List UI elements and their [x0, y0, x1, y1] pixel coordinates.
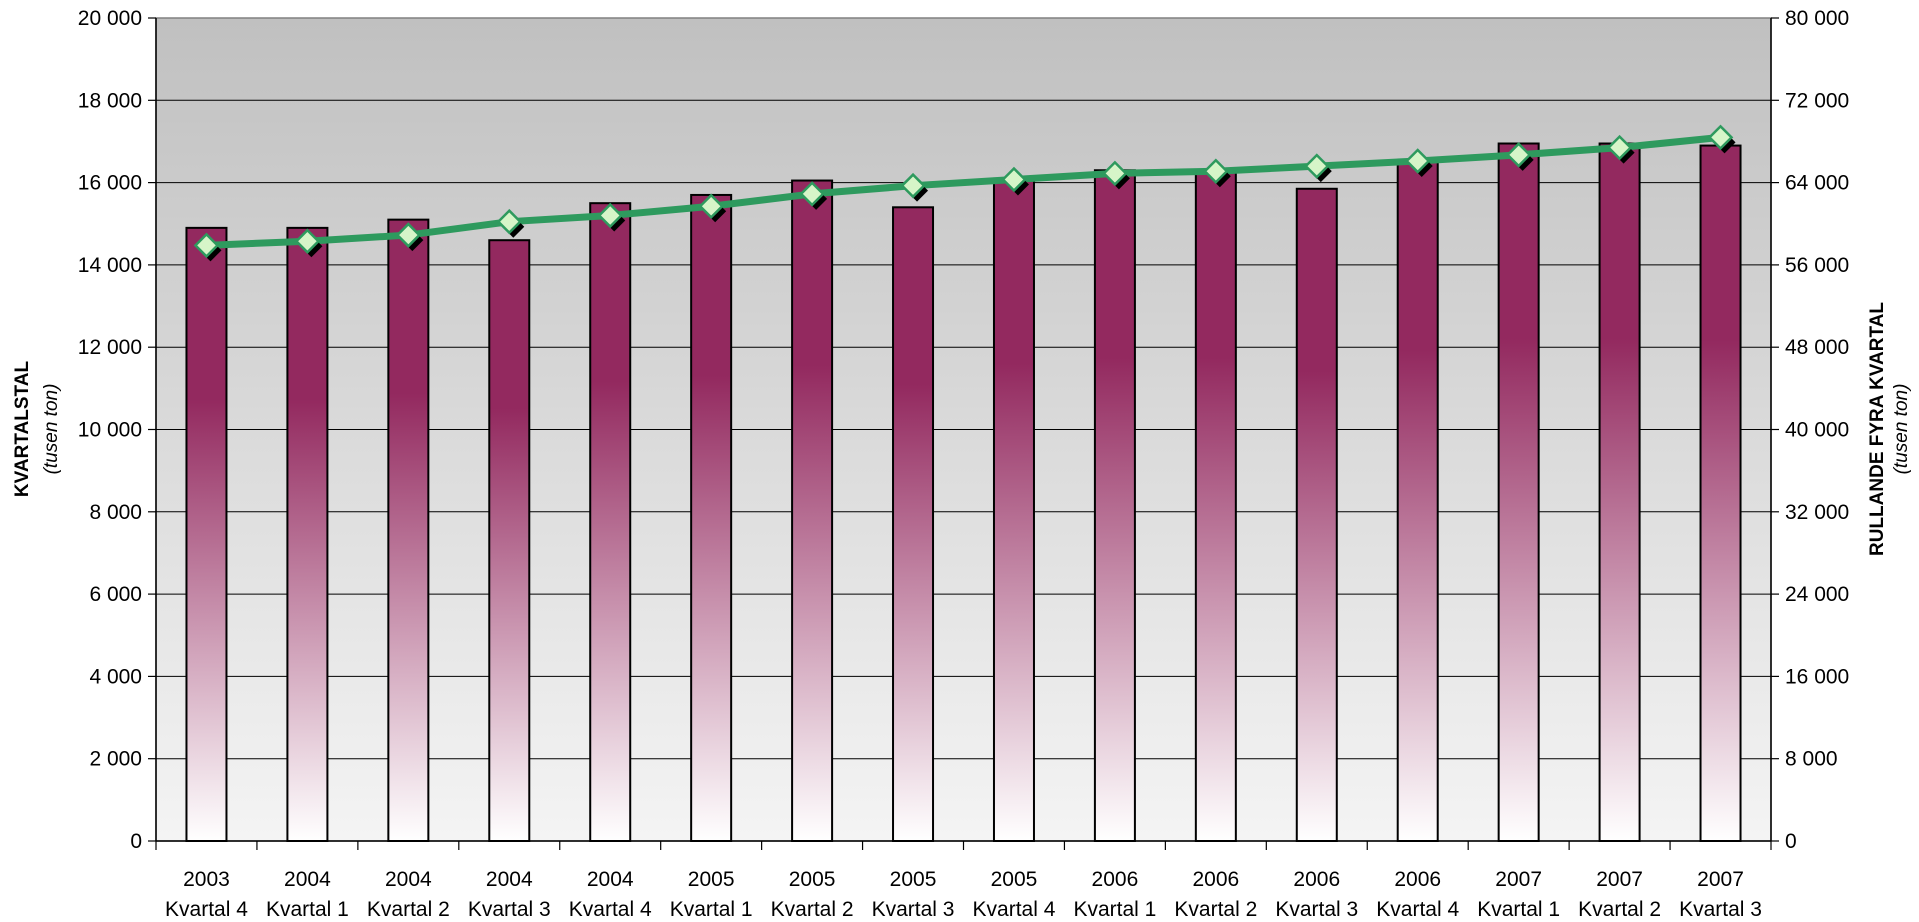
x-tick-label-year: 2005: [991, 868, 1038, 891]
y-left-tick-label: 20 000: [78, 7, 142, 30]
x-tick-label-quarter: Kvartal 1: [1073, 898, 1156, 921]
x-tick-label-year: 2004: [587, 868, 634, 891]
y-left-tick-label: 2 000: [89, 748, 142, 771]
y-right-tick-label: 16 000: [1785, 665, 1849, 688]
x-tick-label-quarter: Kvartal 2: [367, 898, 450, 921]
y-right-tick-label: 8 000: [1785, 748, 1838, 771]
y-left-tick-label: 12 000: [78, 336, 142, 359]
x-tick-label-year: 2007: [1495, 868, 1542, 891]
x-tick-label-year: 2005: [789, 868, 836, 891]
line-marker: [1001, 166, 1027, 193]
x-tick-label-year: 2005: [688, 868, 735, 891]
x-tick-label-year: 2004: [284, 868, 331, 891]
line-series: [193, 124, 1736, 262]
bar: [690, 193, 733, 842]
x-tick-label-year: 2004: [385, 868, 432, 891]
bar: [892, 206, 935, 843]
x-tick-label-year: 2003: [183, 868, 230, 891]
line-marker: [1203, 158, 1229, 185]
line-marker: [1304, 153, 1330, 179]
line-marker: [1505, 142, 1532, 168]
y-right-tick-label: 32 000: [1785, 501, 1849, 524]
line-marker: [1404, 148, 1431, 174]
x-tick-label-quarter: Kvartal 4: [165, 898, 248, 921]
y-right-title: RULLANDE FYRA KVARTAL: [1867, 302, 1888, 556]
series-line: [206, 133, 1721, 249]
line-marker: [1606, 134, 1633, 161]
x-tick-label-quarter: Kvartal 4: [569, 898, 652, 921]
x-tick-label-quarter: Kvartal 4: [973, 898, 1056, 921]
y-right-tick-label: 64 000: [1785, 172, 1849, 195]
bar: [488, 239, 531, 842]
y-left-tick-label: 4 000: [89, 665, 142, 688]
line-marker: [1102, 160, 1128, 187]
x-tick-label-quarter: Kvartal 3: [872, 898, 955, 921]
y-right-tick-label: 80 000: [1785, 7, 1849, 30]
y-left-tick-label: 0: [130, 830, 142, 853]
bar: [791, 179, 834, 843]
bar: [1497, 142, 1540, 842]
x-tick-label-quarter: Kvartal 3: [1679, 898, 1762, 921]
x-tick-label-quarter: Kvartal 4: [1376, 898, 1459, 921]
bar: [1699, 144, 1742, 842]
y-right-tick-label: 40 000: [1785, 419, 1849, 442]
y-left-tick-label: 10 000: [78, 419, 142, 442]
line-marker: [698, 193, 724, 220]
y-right-tick-label: 24 000: [1785, 583, 1849, 606]
x-tick-label-quarter: Kvartal 3: [1275, 898, 1358, 921]
x-tick-label-quarter: Kvartal 2: [1578, 898, 1661, 921]
x-tick-label-year: 2006: [1394, 868, 1441, 891]
line-marker: [900, 172, 926, 199]
bar: [1093, 169, 1136, 842]
x-tick-label-quarter: Kvartal 1: [266, 898, 349, 921]
line-marker: [496, 208, 523, 235]
x-tick-label-year: 2006: [1293, 868, 1340, 891]
line-marker: [1707, 124, 1734, 151]
bar: [387, 218, 430, 842]
y-left-tick-label: 8 000: [89, 501, 142, 524]
x-tick-label-quarter: Kvartal 2: [1174, 898, 1257, 921]
x-tick-label-quarter: Kvartal 2: [771, 898, 854, 921]
bar: [589, 202, 632, 843]
bar: [1598, 142, 1641, 842]
x-tick-label-quarter: Kvartal 1: [670, 898, 753, 921]
bar: [992, 177, 1035, 843]
bar: [1396, 158, 1439, 842]
x-tick-label-year: 2005: [890, 868, 937, 891]
x-tick-label-quarter: Kvartal 1: [1477, 898, 1560, 921]
y-left-title: KVARTALSTAL: [12, 361, 33, 498]
y-right-subtitle: (tusen ton): [1891, 384, 1912, 475]
axes: 0 2 000 4 000 6 000 8 000 10 000 12 000 14 000 1…: [78, 7, 1849, 921]
y-right-tick-label: 56 000: [1785, 254, 1849, 277]
y-right-tick-label: 0: [1785, 830, 1797, 853]
line-marker: [799, 181, 825, 207]
y-right-tick-label: 72 000: [1785, 89, 1849, 112]
x-tick-label-year: 2006: [1092, 868, 1139, 891]
bar: [185, 226, 228, 843]
x-tick-label-year: 2004: [486, 868, 533, 891]
y-left-tick-label: 16 000: [78, 172, 142, 195]
bar: [1194, 169, 1237, 842]
line-marker: [395, 222, 422, 248]
y-left-tick-label: 6 000: [89, 583, 142, 606]
y-left-tick-label: 18 000: [78, 89, 142, 112]
y-right-tick-label: 48 000: [1785, 336, 1849, 359]
y-left-subtitle: (tusen ton): [41, 384, 62, 475]
line-marker: [294, 228, 321, 255]
x-tick-label-year: 2006: [1192, 868, 1239, 891]
bar: [286, 226, 329, 843]
x-tick-label-year: 2007: [1596, 868, 1643, 891]
y-left-tick-label: 14 000: [78, 254, 142, 277]
x-tick-label-year: 2007: [1697, 868, 1744, 891]
x-tick-label-quarter: Kvartal 3: [468, 898, 551, 921]
bar-series: [185, 142, 1742, 843]
line-marker: [597, 202, 623, 229]
bar: [1295, 187, 1338, 842]
line-marker: [193, 232, 220, 259]
